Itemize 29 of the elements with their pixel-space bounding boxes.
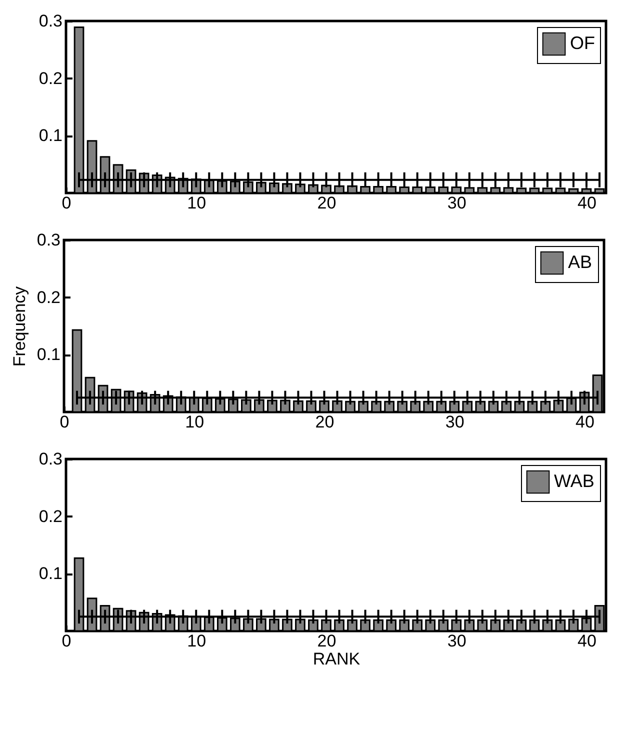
x-tick-label: 0 [62, 632, 72, 650]
y-tick-label: 0.3 [38, 450, 62, 468]
y-tick-label: 0.1 [38, 126, 62, 146]
x-tick-label: 20 [315, 412, 334, 432]
x-tick-label: 40 [576, 412, 594, 432]
x-tick-label: 30 [447, 194, 466, 212]
x-tick-label: 20 [317, 632, 336, 650]
y-tick-label: 0.1 [36, 345, 60, 364]
y-tick-label: 0.3 [38, 12, 62, 30]
x-tick-label: 10 [187, 194, 206, 212]
y-tick-label: 0.1 [38, 564, 62, 584]
x-axis-title: RANK [312, 650, 361, 668]
x-tick-label: 40 [578, 194, 596, 212]
x-tick-label: 30 [447, 632, 466, 650]
x-tick-label: 20 [317, 194, 336, 212]
x-tick-label: 10 [185, 412, 204, 432]
x-tick-label: 10 [187, 632, 206, 650]
x-tick-label: 40 [578, 632, 596, 650]
x-tick-label: 0 [62, 194, 72, 212]
x-tick-label: 30 [445, 412, 464, 432]
y-tick-label: 0.2 [38, 68, 62, 88]
legend-label: WAB [554, 471, 594, 491]
legend-label: AB [568, 252, 592, 272]
y-axis-title: Frequency [10, 286, 29, 367]
y-tick-label: 0.2 [38, 506, 62, 526]
x-tick-label: 0 [60, 412, 70, 432]
y-tick-label: 0.3 [36, 230, 60, 250]
y-tick-label: 0.2 [36, 288, 60, 307]
legend-label: OF [570, 33, 595, 53]
